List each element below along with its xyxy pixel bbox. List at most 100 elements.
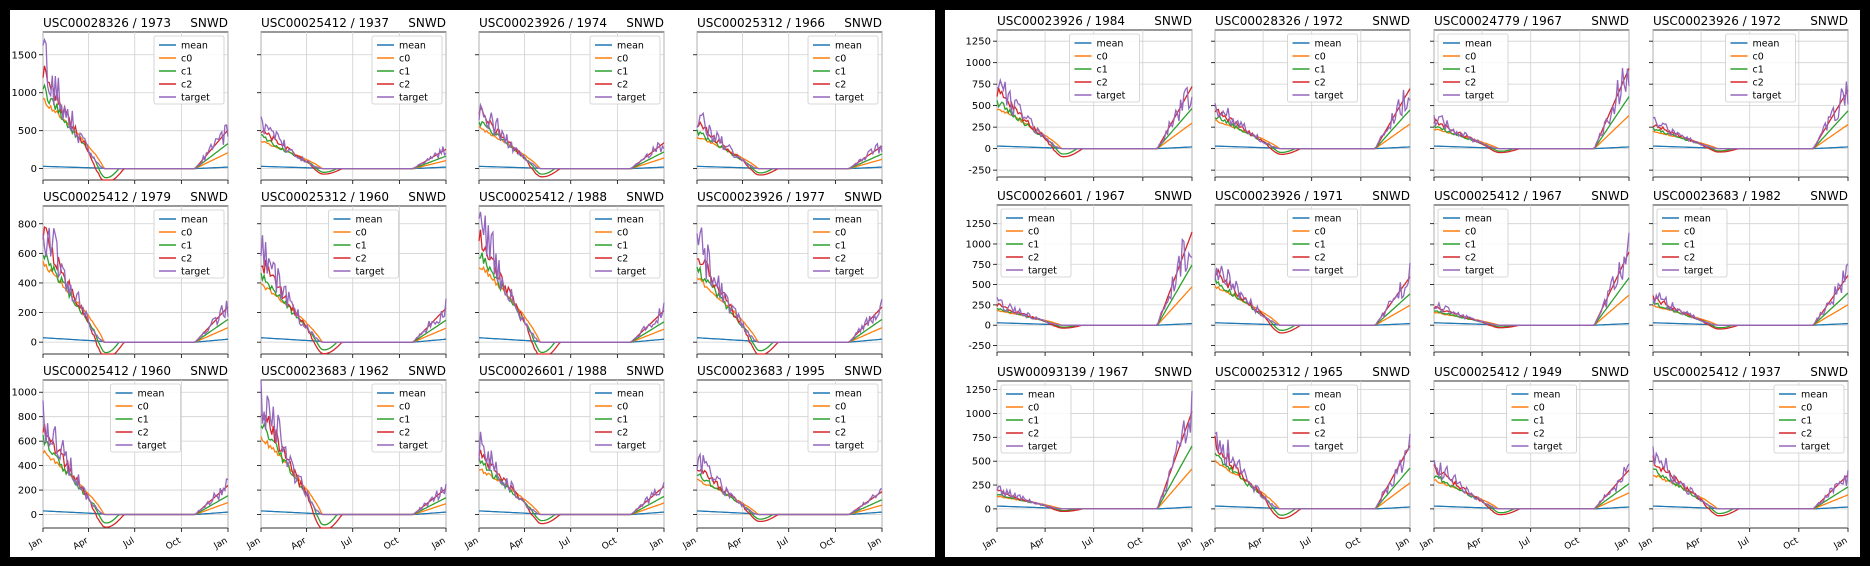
y-tick-label: 200: [18, 308, 37, 319]
legend-label-c2: c2: [1465, 78, 1476, 89]
subplot-variable: SNWD: [1810, 14, 1848, 28]
x-tick-label: Apr: [1684, 536, 1703, 553]
x-tick-label: Jan: [1832, 536, 1850, 552]
legend-label-c2: c2: [1534, 429, 1545, 440]
y-tick-label: 1000: [966, 409, 991, 420]
legend: mean c0 c1 c2 target: [1000, 384, 1072, 454]
subplot-variable: SNWD: [408, 364, 446, 378]
legend-label-c0: c0: [835, 402, 846, 413]
plot-frame: [1433, 29, 1630, 178]
legend-label-target: target: [835, 441, 864, 452]
x-tick-label: Apr: [1246, 536, 1265, 553]
subplot-title: USC00024779 / 1967: [1434, 14, 1562, 28]
legend-label-c1: c1: [1315, 240, 1326, 251]
series-line-target: [478, 431, 665, 516]
left-subplot-10: USC00026601 / 1988 SNWD Jan Apr Jul Oct Jan mea…: [463, 364, 666, 552]
legend-label-c2: c2: [181, 254, 192, 265]
right-subplot-6: USC00025412 / 1967 SNWD mean c0 c1 c2 target: [1430, 189, 1630, 356]
subplot-title: USC00028326 / 1973: [43, 16, 171, 30]
left-subplot-2: USC00023926 / 1974 SNWD mean c0 c1 c2 target: [475, 16, 665, 184]
x-tick-label: Jul: [1736, 536, 1751, 551]
subplot-variable: SNWD: [1154, 189, 1192, 203]
legend-label-c2: c2: [1315, 253, 1326, 264]
legend-label-c0: c0: [617, 228, 628, 239]
legend-label-c2: c2: [1801, 429, 1812, 440]
legend-label-c2: c2: [399, 428, 410, 439]
legend-box: [1287, 384, 1358, 454]
legend-label-target: target: [1684, 266, 1713, 277]
legend: mean c0 c1 c2 target: [1437, 33, 1509, 103]
left-subplot-1: USC00025412 / 1937 SNWD mean c0 c1 c2 target: [257, 16, 447, 184]
subplot-variable: SNWD: [844, 190, 882, 204]
y-tick-label: 800: [18, 412, 37, 423]
y-tick-label: 1250: [966, 37, 991, 48]
x-tick-label: Jan: [430, 536, 448, 552]
left-subplot-6: USC00025412 / 1988 SNWD mean c0 c1 c2 target: [475, 190, 665, 358]
subplot-title: USC00025412 / 1960: [43, 364, 171, 378]
x-tick-label: Jan: [1199, 536, 1217, 552]
legend-label-c2: c2: [1097, 78, 1108, 89]
legend-label-c2: c2: [138, 428, 149, 439]
legend: mean c0 c1 c2 target: [371, 383, 443, 453]
legend-box: [1287, 33, 1358, 103]
legend: mean c0 c1 c2 target: [1437, 208, 1509, 278]
x-tick-label: Jan: [648, 536, 666, 552]
legend-label-c0: c0: [181, 228, 192, 239]
legend-label-c1: c1: [138, 415, 149, 426]
series-line-target: [696, 111, 883, 170]
x-tick-label: Jul: [121, 536, 136, 551]
series-line-target: [1214, 262, 1411, 326]
legend-box: [1773, 384, 1845, 454]
legend-label-target: target: [399, 93, 428, 104]
legend: mean c0 c1 c2 target: [1725, 33, 1796, 103]
legend-label-c2: c2: [1684, 253, 1695, 264]
subplot-variable: SNWD: [1372, 14, 1410, 28]
legend-label-c0: c0: [1684, 227, 1695, 238]
legend-box: [1000, 384, 1072, 454]
subplot-title: USC00023683 / 1982: [1653, 189, 1781, 203]
x-tick-label: Jul: [1517, 536, 1532, 551]
legend-label-c2: c2: [399, 80, 410, 91]
y-tick-label: 1000: [12, 388, 37, 399]
legend: mean c0 c1 c2 target: [328, 209, 399, 279]
x-tick-label: Apr: [1465, 536, 1484, 553]
right-subplot-1: USC00028326 / 1972 SNWD mean c0 c1 c2 target: [1211, 14, 1411, 181]
subplot-title: USC00026601 / 1988: [479, 364, 607, 378]
legend-label-c1: c1: [1028, 240, 1039, 251]
legend: mean c0 c1 c2 target: [1287, 208, 1358, 278]
subplot-variable: SNWD: [1591, 14, 1629, 28]
legend-label-target: target: [1097, 91, 1126, 102]
subplot-variable: SNWD: [844, 364, 882, 378]
legend-label-target: target: [138, 441, 167, 452]
subplot-variable: SNWD: [1372, 365, 1410, 379]
legend-label-c0: c0: [1028, 403, 1039, 414]
legend-label-c2: c2: [835, 254, 846, 265]
subplot-variable: SNWD: [626, 364, 664, 378]
x-tick-label: Jan: [463, 536, 481, 552]
x-tick-label: Apr: [508, 536, 527, 553]
legend-box: [1437, 208, 1509, 278]
legend: mean c0 c1 c2 target: [110, 383, 181, 453]
legend-label-mean: mean: [1097, 39, 1124, 50]
subplot-title: USC00025412 / 1949: [1434, 365, 1562, 379]
subplot-title: USC00023926 / 1977: [697, 190, 825, 204]
subplot-title: USC00025412 / 1979: [43, 190, 171, 204]
x-tick-label: Oct: [164, 536, 183, 553]
legend-label-c1: c1: [1315, 65, 1326, 76]
left-subplot-0: USC00028326 / 1973 SNWD 0 500 1000 1500 mean c0…: [12, 16, 229, 184]
legend-box: [589, 209, 661, 279]
subplot-title: USC00025312 / 1965: [1215, 365, 1343, 379]
left-subplot-7: USC00023926 / 1977 SNWD mean c0 c1 c2 target: [693, 190, 883, 358]
y-tick-label: 750: [972, 80, 991, 91]
legend-label-c1: c1: [181, 241, 192, 252]
legend-label-c0: c0: [1315, 403, 1326, 414]
legend-label-mean: mean: [1465, 39, 1492, 50]
legend: mean c0 c1 c2 target: [807, 383, 879, 453]
x-tick-label: Jan: [245, 536, 263, 552]
x-tick-label: Oct: [382, 536, 401, 553]
series-line-target: [996, 237, 1193, 326]
legend-label-target: target: [1315, 442, 1344, 453]
series-line-target: [260, 235, 447, 343]
subplot-title: USC00023683 / 1962: [261, 364, 389, 378]
legend-label-mean: mean: [181, 41, 208, 52]
